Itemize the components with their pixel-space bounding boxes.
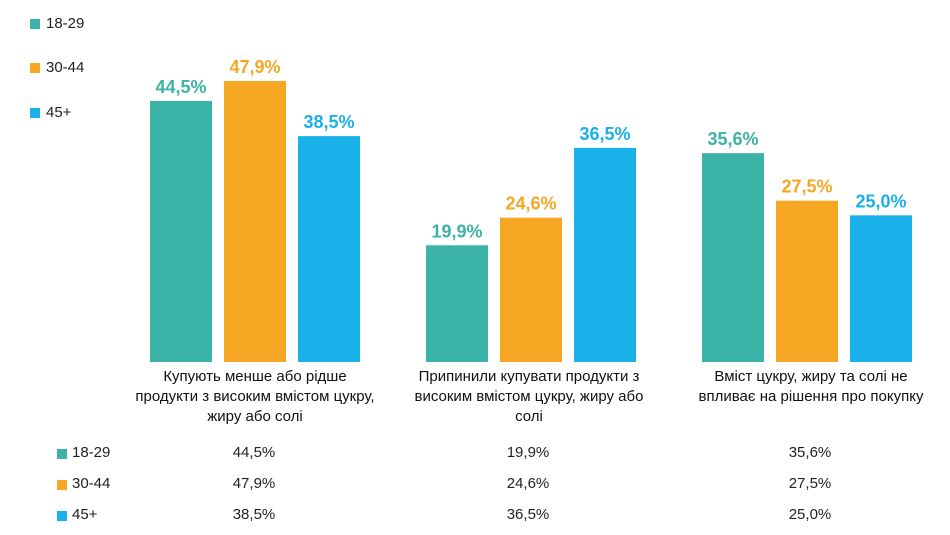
bar-30-44-cat-3 — [776, 200, 838, 362]
category-label-line: Вміст цукру, жиру та солі не — [714, 368, 908, 385]
category-label-line: впливає на рішення про покупку — [698, 388, 924, 405]
legend-swatch — [30, 108, 40, 118]
category-label-line: жиру або солі — [207, 408, 303, 425]
legend-label: 45+ — [46, 104, 72, 121]
table-cell: 24,6% — [506, 475, 550, 492]
data-label: 25,0% — [855, 191, 906, 211]
table-series-name: 45+ — [72, 506, 98, 523]
data-label: 36,5% — [579, 124, 630, 144]
table-cell: 35,6% — [788, 444, 832, 461]
table-row: 30-44 47,9% 24,6% 27,5% — [0, 471, 950, 499]
data-label: 35,6% — [707, 129, 758, 149]
category-label-line: Припинили купувати продукти з — [418, 368, 640, 385]
bar-45plus-cat-3 — [850, 215, 912, 362]
table-cell: 27,5% — [788, 475, 832, 492]
bar-chart: 44,5% 19,9% 35,6% 47,9% 24,6% 27,5% 38,5% 36,5%… — [150, 57, 912, 363]
bar-45plus-cat-1 — [298, 136, 360, 362]
bar-18-29-cat-3 — [702, 153, 764, 362]
data-table: 18-29 44,5% 19,9% 35,6% 30-44 47,9% 24,6… — [0, 440, 950, 530]
table-cell: 44,5% — [232, 444, 276, 461]
bar-18-29-cat-1 — [150, 100, 212, 363]
legend-label: 30-44 — [46, 59, 85, 76]
category-label-line: продукти з високим вмістом цукру, — [135, 388, 375, 405]
data-label: 47,9% — [229, 57, 280, 77]
table-cell: 19,9% — [506, 444, 550, 461]
category-label-2: Припинили купувати продукти з високим вм… — [394, 367, 664, 427]
legend-swatch — [30, 63, 40, 73]
table-swatch — [57, 449, 67, 459]
bar-30-44-cat-2 — [500, 217, 562, 362]
category-label-line: Купують менше або рідше — [163, 368, 347, 385]
bar-18-29-cat-2 — [426, 245, 488, 362]
bar-30-44-cat-1 — [224, 81, 286, 362]
table-cell: 36,5% — [506, 506, 550, 523]
data-label: 24,6% — [505, 194, 556, 214]
category-label-3: Вміст цукру, жиру та солі не впливає на … — [676, 367, 946, 407]
table-cell: 47,9% — [232, 475, 276, 492]
category-label-line: солі — [515, 408, 543, 425]
data-label: 44,5% — [155, 77, 206, 97]
table-row: 45+ 38,5% 36,5% 25,0% — [0, 502, 950, 530]
table-series-name: 18-29 — [72, 444, 111, 461]
data-label: 27,5% — [781, 177, 832, 197]
table-cell: 25,0% — [788, 506, 832, 523]
table-cell: 38,5% — [232, 506, 276, 523]
data-label: 38,5% — [303, 112, 354, 132]
legend-label: 18-29 — [46, 15, 85, 32]
bar-45plus-cat-2 — [574, 147, 636, 362]
table-row: 18-29 44,5% 19,9% 35,6% — [0, 440, 950, 468]
legend-swatch — [30, 19, 40, 29]
table-series-name: 30-44 — [72, 475, 111, 492]
table-swatch — [57, 511, 67, 521]
category-label-1: Купують менше або рідше продукти з висок… — [120, 367, 390, 427]
category-label-line: високим вмістом цукру, жиру або — [414, 388, 644, 405]
data-label: 19,9% — [431, 221, 482, 241]
table-swatch — [57, 480, 67, 490]
